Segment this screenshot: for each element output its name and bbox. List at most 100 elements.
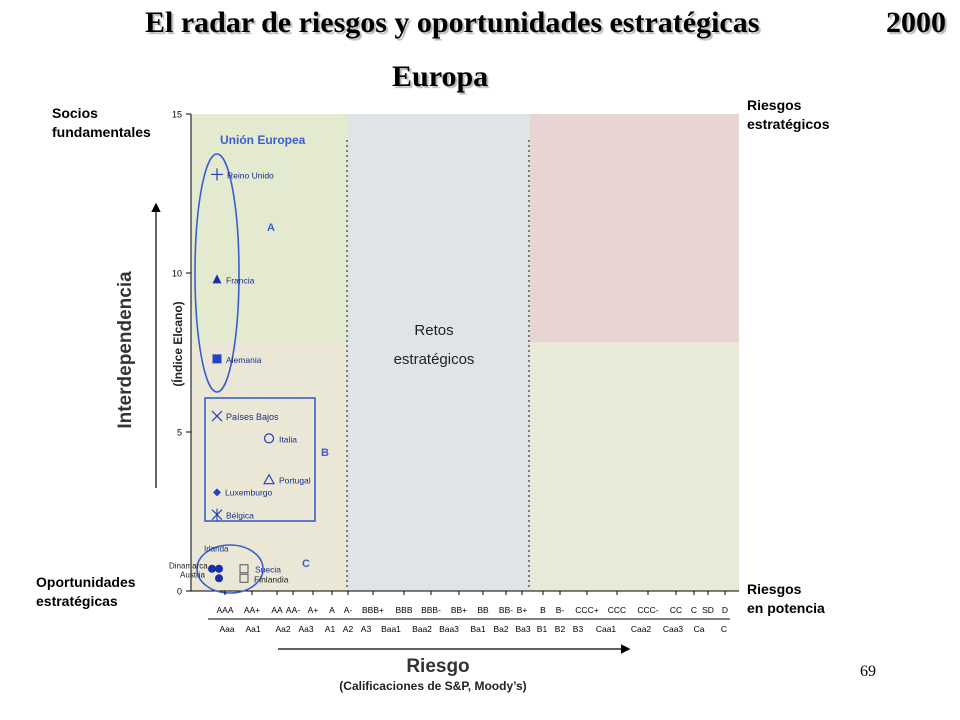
region-middle [347,114,530,591]
point-francia [212,274,222,284]
x-category-sp: AAA [216,605,233,615]
corner-bottom-left-line2: estratégicas [36,593,118,609]
point-label-paises-bajos: Países Bajos [226,412,279,422]
x-category-moodys: B2 [555,624,566,634]
x-category-moodys: A1 [325,624,336,634]
x-category-moodys: Caa1 [596,624,617,634]
x-category-moodys: B3 [573,624,584,634]
label-group-b: B [321,447,329,459]
x-category-sp: D [722,605,728,615]
corner-bottom-right-line2: en potencia [747,600,825,616]
point-reino-unido [211,168,223,181]
x-axis-subtitle: (Calificaciones de S&P, Moody’s) [339,679,526,693]
x-category-sp: BBB+ [362,605,384,615]
x-category-sp: A- [344,605,353,615]
point-label-francia: Francia [226,275,255,285]
x-category-moodys: Ba2 [493,624,508,634]
page-number: 69 [860,663,876,680]
region-title: Europa [392,60,489,93]
x-categories-sp: AAA AA+ AA AA- A+ A A- BBB+ BBB BBB- BB+ BB BB- B+ B B-… [216,591,728,615]
x-category-sp: AA [271,605,283,615]
x-category-sp: BB+ [451,605,467,615]
point-dinamarca [208,564,216,573]
label-group-a: A [267,222,275,234]
point-label-finlandia: Finlandia [254,574,289,584]
x-category-moodys: Ba3 [515,624,530,634]
x-category-sp: CC [670,605,682,615]
y-tick-label: 0 [177,587,182,597]
x-category-sp: CCC+ [575,605,598,615]
corner-top-right-line1: Riesgos [747,97,802,113]
y-axis-title: Interdependencia [115,271,136,429]
x-category-moodys: Baa3 [439,624,459,634]
data-points: Reino Unido Francia Alemania Países Bajos It… [169,168,311,584]
point-suecia [239,564,249,574]
x-category-moodys: Baa2 [412,624,432,634]
y-axis-subtitle: (Índice Elcano) [170,301,185,386]
point-belgica [211,508,223,521]
corner-top-left-line1: Socios [52,105,98,121]
y-tick-label: 10 [172,269,182,279]
point-label-portugal: Portugal [279,476,311,486]
point-label-irlanda: Irlanda [204,545,229,554]
x-category-sp: AA- [286,605,300,615]
x-category-sp: A [329,605,335,615]
x-category-moodys: Caa2 [631,624,652,634]
corner-bottom-right-line1: Riesgos [747,581,802,597]
region-top-left [191,114,347,342]
x-category-moodys: Baa1 [381,624,401,634]
x-category-moodys: Caa3 [663,624,684,634]
corner-bottom-right: Riesgos en potencia [747,580,825,618]
x-category-moodys: Ca [694,624,705,634]
x-category-sp: C [691,605,697,615]
point-finlandia [239,573,249,583]
corner-top-right-line2: estratégicos [747,116,830,132]
region-bottom-right [530,342,739,591]
x-category-sp: BB- [499,605,513,615]
x-axis-title: Riesgo [406,656,469,677]
x-category-moodys: C [721,624,727,634]
label-union-europea: Unión Europea [220,133,306,147]
point-irlanda [215,564,223,573]
page-title: El radar de riesgos y oportunidades estr… [145,6,760,39]
x-category-sp: A+ [308,605,319,615]
point-luxemburgo [213,488,221,497]
point-austria [215,574,223,583]
point-label-alemania: Alemania [226,355,262,365]
x-category-moodys: Aa1 [245,624,260,634]
label-group-c: C [302,558,310,570]
x-category-moodys: B1 [537,624,548,634]
point-label-austria: Austria [180,570,205,579]
x-category-moodys: Ba1 [470,624,485,634]
label-retos-1: Retos [414,322,453,339]
corner-bottom-left-line1: Oportunidades [36,574,136,590]
group-c-outline [196,544,264,594]
corner-bottom-left: Oportunidades estratégicas [36,573,136,611]
label-retos-2: estratégicos [394,351,475,368]
x-category-moodys: Aa2 [275,624,290,634]
corner-top-left: Socios fundamentales [52,104,151,142]
x-category-moodys: A3 [361,624,372,634]
region-top-right [530,114,739,342]
x-category-sp: B [540,605,546,615]
x-category-sp: AA+ [244,605,260,615]
x-category-sp: BBB- [421,605,441,615]
y-tick-label: 15 [172,110,182,120]
corner-top-right: Riesgos estratégicos [747,96,829,134]
x-category-moodys: Aa3 [298,624,313,634]
region-bottom-left [191,342,347,591]
year-label: 2000 [886,6,946,39]
x-category-sp: B- [556,605,565,615]
y-ticks: 0 5 10 15 [172,110,191,597]
x-category-sp: SD [702,605,714,615]
group-a-outline [194,153,240,393]
x-category-sp: BBB [395,605,412,615]
point-label-luxemburgo: Luxemburgo [225,487,273,497]
point-label-suecia: Suecia [255,565,281,575]
group-b-outline [204,397,316,522]
x-category-moodys: A2 [343,624,354,634]
point-label-reino-unido: Reino Unido [227,170,274,180]
point-label-belgica: Bélgica [226,511,254,521]
point-paises-bajos [211,410,223,422]
